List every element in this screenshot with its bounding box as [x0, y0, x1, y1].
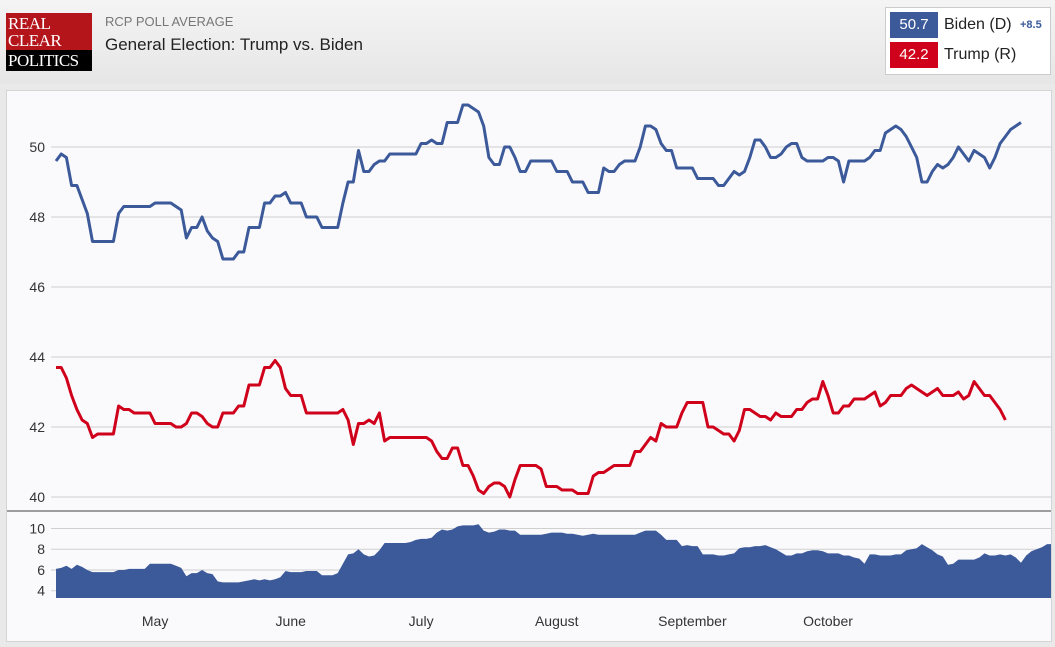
header: REAL CLEAR POLITICS RCP POLL AVERAGE Gen… [0, 0, 1055, 84]
y-tick-label: 40 [29, 489, 45, 505]
legend-name-biden: Biden (D) [944, 16, 1012, 33]
series-line-trump [56, 359, 1007, 499]
logo-line-2: CLEAR [8, 31, 62, 50]
y-tick-label: 48 [29, 209, 45, 225]
y-tick-label: 44 [29, 349, 45, 365]
chart-kicker: RCP POLL AVERAGE [105, 14, 234, 29]
rcp-logo[interactable]: REAL CLEAR POLITICS [6, 13, 92, 71]
series-line-biden [54, 103, 1022, 261]
y-tick-label: 42 [29, 419, 45, 435]
x-tick-label: October [803, 613, 853, 629]
legend-value-trump: 42.2 [890, 42, 938, 68]
logo-line-3: POLITICS [6, 50, 92, 71]
chart-area: 40 42 44 46 48 50 4 6 8 10 May June July August Septem… [6, 90, 1052, 642]
y-tick-label: 46 [29, 279, 45, 295]
legend: 50.7 Biden (D) +8.5 42.2 Trump (R) [885, 7, 1051, 75]
spread-y-tick-label: 10 [29, 520, 45, 536]
x-tick-label: September [658, 613, 727, 629]
legend-value-biden: 50.7 [890, 12, 938, 38]
spread-y-tick-label: 8 [37, 541, 45, 557]
logo-line-1: REAL [8, 14, 51, 33]
x-tick-label: August [535, 613, 579, 629]
x-tick-label: May [142, 613, 168, 629]
spread-y-tick-label: 6 [37, 562, 45, 578]
spread-y-tick-label: 4 [37, 583, 45, 599]
x-tick-label: June [276, 613, 307, 629]
spread-area [56, 524, 1051, 598]
y-tick-label: 50 [29, 139, 45, 155]
x-tick-label: July [409, 613, 434, 629]
legend-name-trump: Trump (R) [944, 46, 1017, 63]
legend-spread: +8.5 [1020, 19, 1042, 31]
chart-title: General Election: Trump vs. Biden [105, 35, 363, 54]
